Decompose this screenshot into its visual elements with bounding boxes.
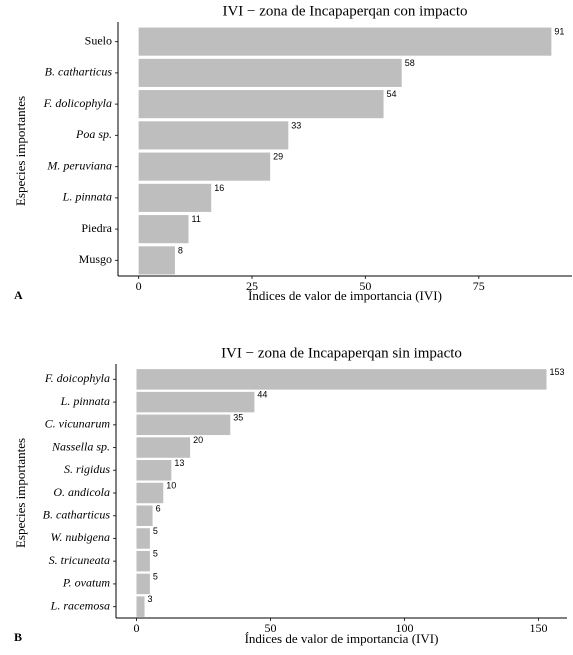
bar — [138, 58, 402, 87]
x-axis-title: Índices de valor de importancia (IVI) — [245, 631, 439, 646]
x-tick-label: 25 — [246, 279, 258, 293]
y-tick-label: L. pinnata — [62, 190, 112, 204]
bar — [136, 573, 150, 595]
x-tick-label: 75 — [473, 279, 485, 293]
y-tick-label: O. andicola — [53, 485, 110, 499]
value-label: 5 — [153, 526, 158, 536]
y-tick-label: B. catharticus — [43, 507, 111, 521]
x-tick-label: 150 — [529, 621, 547, 635]
bar — [136, 505, 153, 526]
y-tick-label: F. dolicophyla — [43, 96, 112, 110]
bar — [136, 482, 164, 504]
y-tick-label: L. pinnata — [60, 394, 110, 408]
panel-tag: A — [14, 288, 23, 302]
bar — [138, 183, 212, 212]
y-tick-label: Piedra — [81, 221, 112, 235]
value-label: 11 — [192, 214, 201, 224]
value-label: 10 — [166, 481, 176, 491]
value-label: 5 — [153, 571, 158, 581]
y-tick-label: Poa sp. — [75, 127, 112, 141]
bar — [136, 596, 145, 617]
bar — [136, 437, 191, 458]
value-label: 54 — [387, 89, 397, 99]
bar — [136, 369, 547, 390]
y-tick-label: Suelo — [85, 33, 112, 47]
y-tick-label: L. racemosa — [50, 598, 110, 612]
bar — [138, 90, 384, 119]
x-axis-title: Índices de valor de importancia (IVI) — [248, 288, 442, 303]
value-label: 33 — [291, 120, 301, 130]
value-label: 3 — [148, 594, 153, 604]
y-tick-label: B. catharticus — [45, 65, 113, 79]
bar — [136, 528, 150, 549]
y-tick-label: M. peruviana — [46, 158, 112, 172]
value-label: 5 — [153, 549, 158, 559]
value-label: 16 — [214, 183, 224, 193]
y-tick-label: P. ovatum — [62, 576, 110, 590]
x-tick-label: 50 — [264, 621, 276, 635]
y-tick-label: S. rigidus — [64, 462, 110, 476]
chart-title: IVI − zona de Incapaperqan con impacto — [222, 3, 467, 19]
value-label: 29 — [273, 152, 283, 162]
bar — [136, 460, 172, 481]
bar — [138, 27, 552, 56]
x-tick-label: 50 — [359, 279, 371, 293]
value-label: 35 — [233, 412, 243, 422]
y-tick-label: S. tricuneata — [49, 553, 110, 567]
value-label: 91 — [554, 27, 564, 37]
bar — [138, 215, 189, 244]
y-tick-label: C. vicunarum — [45, 417, 111, 431]
bar — [136, 414, 231, 436]
value-label: 6 — [156, 503, 161, 513]
x-tick-label: 0 — [134, 621, 140, 635]
x-tick-label: 100 — [395, 621, 413, 635]
bar — [138, 121, 289, 150]
value-label: 44 — [257, 390, 267, 400]
y-axis-title: Especies importantes — [13, 96, 28, 206]
value-label: 153 — [550, 367, 565, 377]
y-tick-label: Musgo — [79, 252, 112, 266]
bar — [138, 246, 175, 275]
y-tick-label: W. nubigena — [50, 530, 110, 544]
value-label: 58 — [405, 58, 415, 68]
y-tick-label: F. doicophyla — [44, 371, 110, 385]
y-tick-label: Nassella sp. — [51, 439, 110, 453]
value-label: 8 — [178, 245, 183, 255]
y-axis-title: Especies importantes — [13, 438, 28, 548]
bar — [136, 550, 150, 572]
chart-title: IVI − zona de Incapaperqan sin impacto — [221, 345, 462, 361]
value-label: 13 — [174, 458, 184, 468]
panel-tag: B — [14, 630, 22, 644]
x-tick-label: 0 — [136, 279, 142, 293]
value-label: 20 — [193, 435, 203, 445]
bar — [138, 152, 271, 181]
bar — [136, 391, 255, 413]
